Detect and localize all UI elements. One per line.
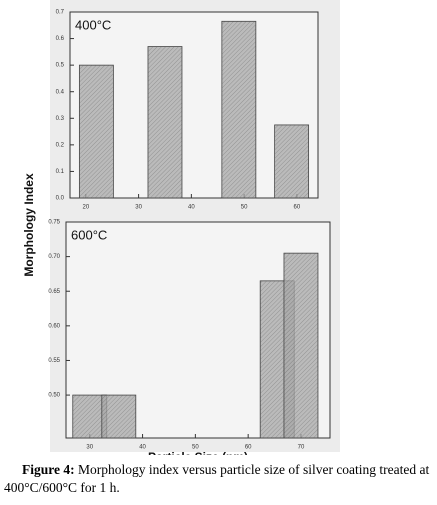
x-tick-label: 40 <box>139 445 146 451</box>
y-tick-label: 0.75 <box>48 220 60 226</box>
x-tick-label: 30 <box>135 205 142 211</box>
x-tick-label: 20 <box>82 205 89 211</box>
x-axis-title: Particle Size (nm) <box>148 450 248 455</box>
caption-text: Morphology index versus particle size of… <box>4 462 430 495</box>
x-tick-label: 50 <box>192 445 199 451</box>
bar-hatch <box>147 46 182 198</box>
y-tick-label: 0.7 <box>56 10 65 16</box>
x-tick-label: 60 <box>294 205 301 211</box>
y-tick-label: 0.4 <box>56 89 65 95</box>
y-axis-title: Morphology Index <box>22 173 36 277</box>
caption: Figure 4: Morphology index versus partic… <box>4 461 434 497</box>
y-tick-label: 0.1 <box>56 169 65 175</box>
caption-label: Figure 4: <box>22 462 75 477</box>
bar-hatch <box>79 65 114 199</box>
x-tick-label: 70 <box>298 445 305 451</box>
y-tick-label: 0.6 <box>56 36 65 42</box>
panel-label: 400°C <box>75 17 111 32</box>
x-tick-label: 40 <box>188 205 195 211</box>
y-tick-label: 0.50 <box>48 393 60 399</box>
bar-hatch <box>283 253 318 438</box>
panel-label: 600°C <box>71 227 107 242</box>
y-tick-label: 0.70 <box>48 254 60 260</box>
y-tick-label: 0.55 <box>48 358 60 364</box>
chart: 0.0 0.1 0.2 0.3 0.4 0.5 0.6 0.7 20 30 40 50 60 400°C M… <box>22 0 340 455</box>
y-tick-label: 0.5 <box>56 63 65 69</box>
x-tick-label: 50 <box>241 205 248 211</box>
bar-hatch <box>221 21 256 198</box>
x-tick-label: 30 <box>86 445 93 451</box>
y-tick-label: 0.0 <box>56 196 65 202</box>
x-tick-label: 60 <box>245 445 252 451</box>
y-tick-label: 0.2 <box>56 142 65 148</box>
bar-hatch <box>274 124 309 198</box>
y-tick-label: 0.60 <box>48 323 60 329</box>
y-tick-label: 0.65 <box>48 289 60 295</box>
y-tick-label: 0.3 <box>56 116 65 122</box>
bar-hatch <box>101 395 136 438</box>
bar-hatch <box>72 395 107 438</box>
